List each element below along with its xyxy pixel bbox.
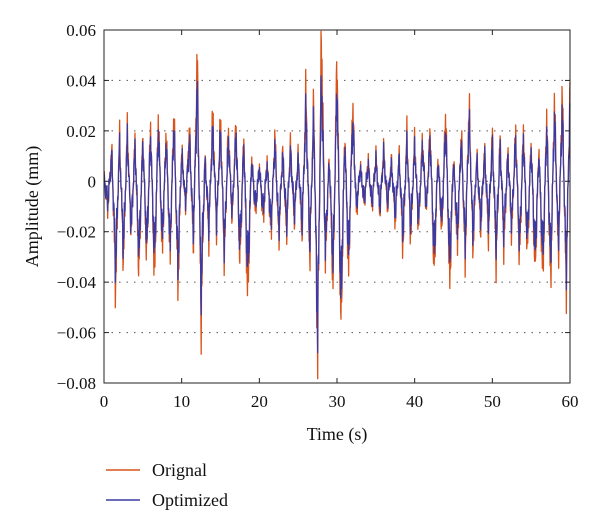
series-layer xyxy=(103,30,571,380)
y-tick-label: 0.02 xyxy=(66,122,96,141)
x-tick-label: 40 xyxy=(406,392,423,411)
y-tick-label: 0.06 xyxy=(66,21,96,40)
x-tick-label: 60 xyxy=(562,392,579,411)
x-tick-label: 20 xyxy=(251,392,268,411)
legend: Orignal Optimized xyxy=(106,460,228,510)
series-line-orignal xyxy=(103,30,571,380)
x-tick-label: 0 xyxy=(100,392,109,411)
y-tick-label: −0.06 xyxy=(57,324,96,343)
x-axis-ticks: 0 10 20 30 40 50 60 xyxy=(100,30,579,411)
y-tick-label: 0 xyxy=(88,172,97,191)
y-tick-label: −0.04 xyxy=(57,273,97,292)
x-tick-label: 10 xyxy=(173,392,190,411)
y-axis-ticks: 0.06 0.04 0.02 0 −0.02 −0.04 −0.06 −0.08 xyxy=(57,21,570,393)
x-tick-label: 30 xyxy=(329,392,346,411)
y-tick-label: 0.04 xyxy=(66,71,96,90)
legend-label-optimized: Optimized xyxy=(152,490,228,510)
legend-label-orignal: Orignal xyxy=(152,460,207,480)
y-tick-label: −0.02 xyxy=(57,223,96,242)
x-axis-title: Time (s) xyxy=(307,424,368,445)
series-line-optimized xyxy=(103,75,571,354)
y-tick-label: −0.08 xyxy=(57,374,96,393)
y-axis-title: Amplitude (mm) xyxy=(22,146,43,267)
x-tick-label: 50 xyxy=(484,392,501,411)
